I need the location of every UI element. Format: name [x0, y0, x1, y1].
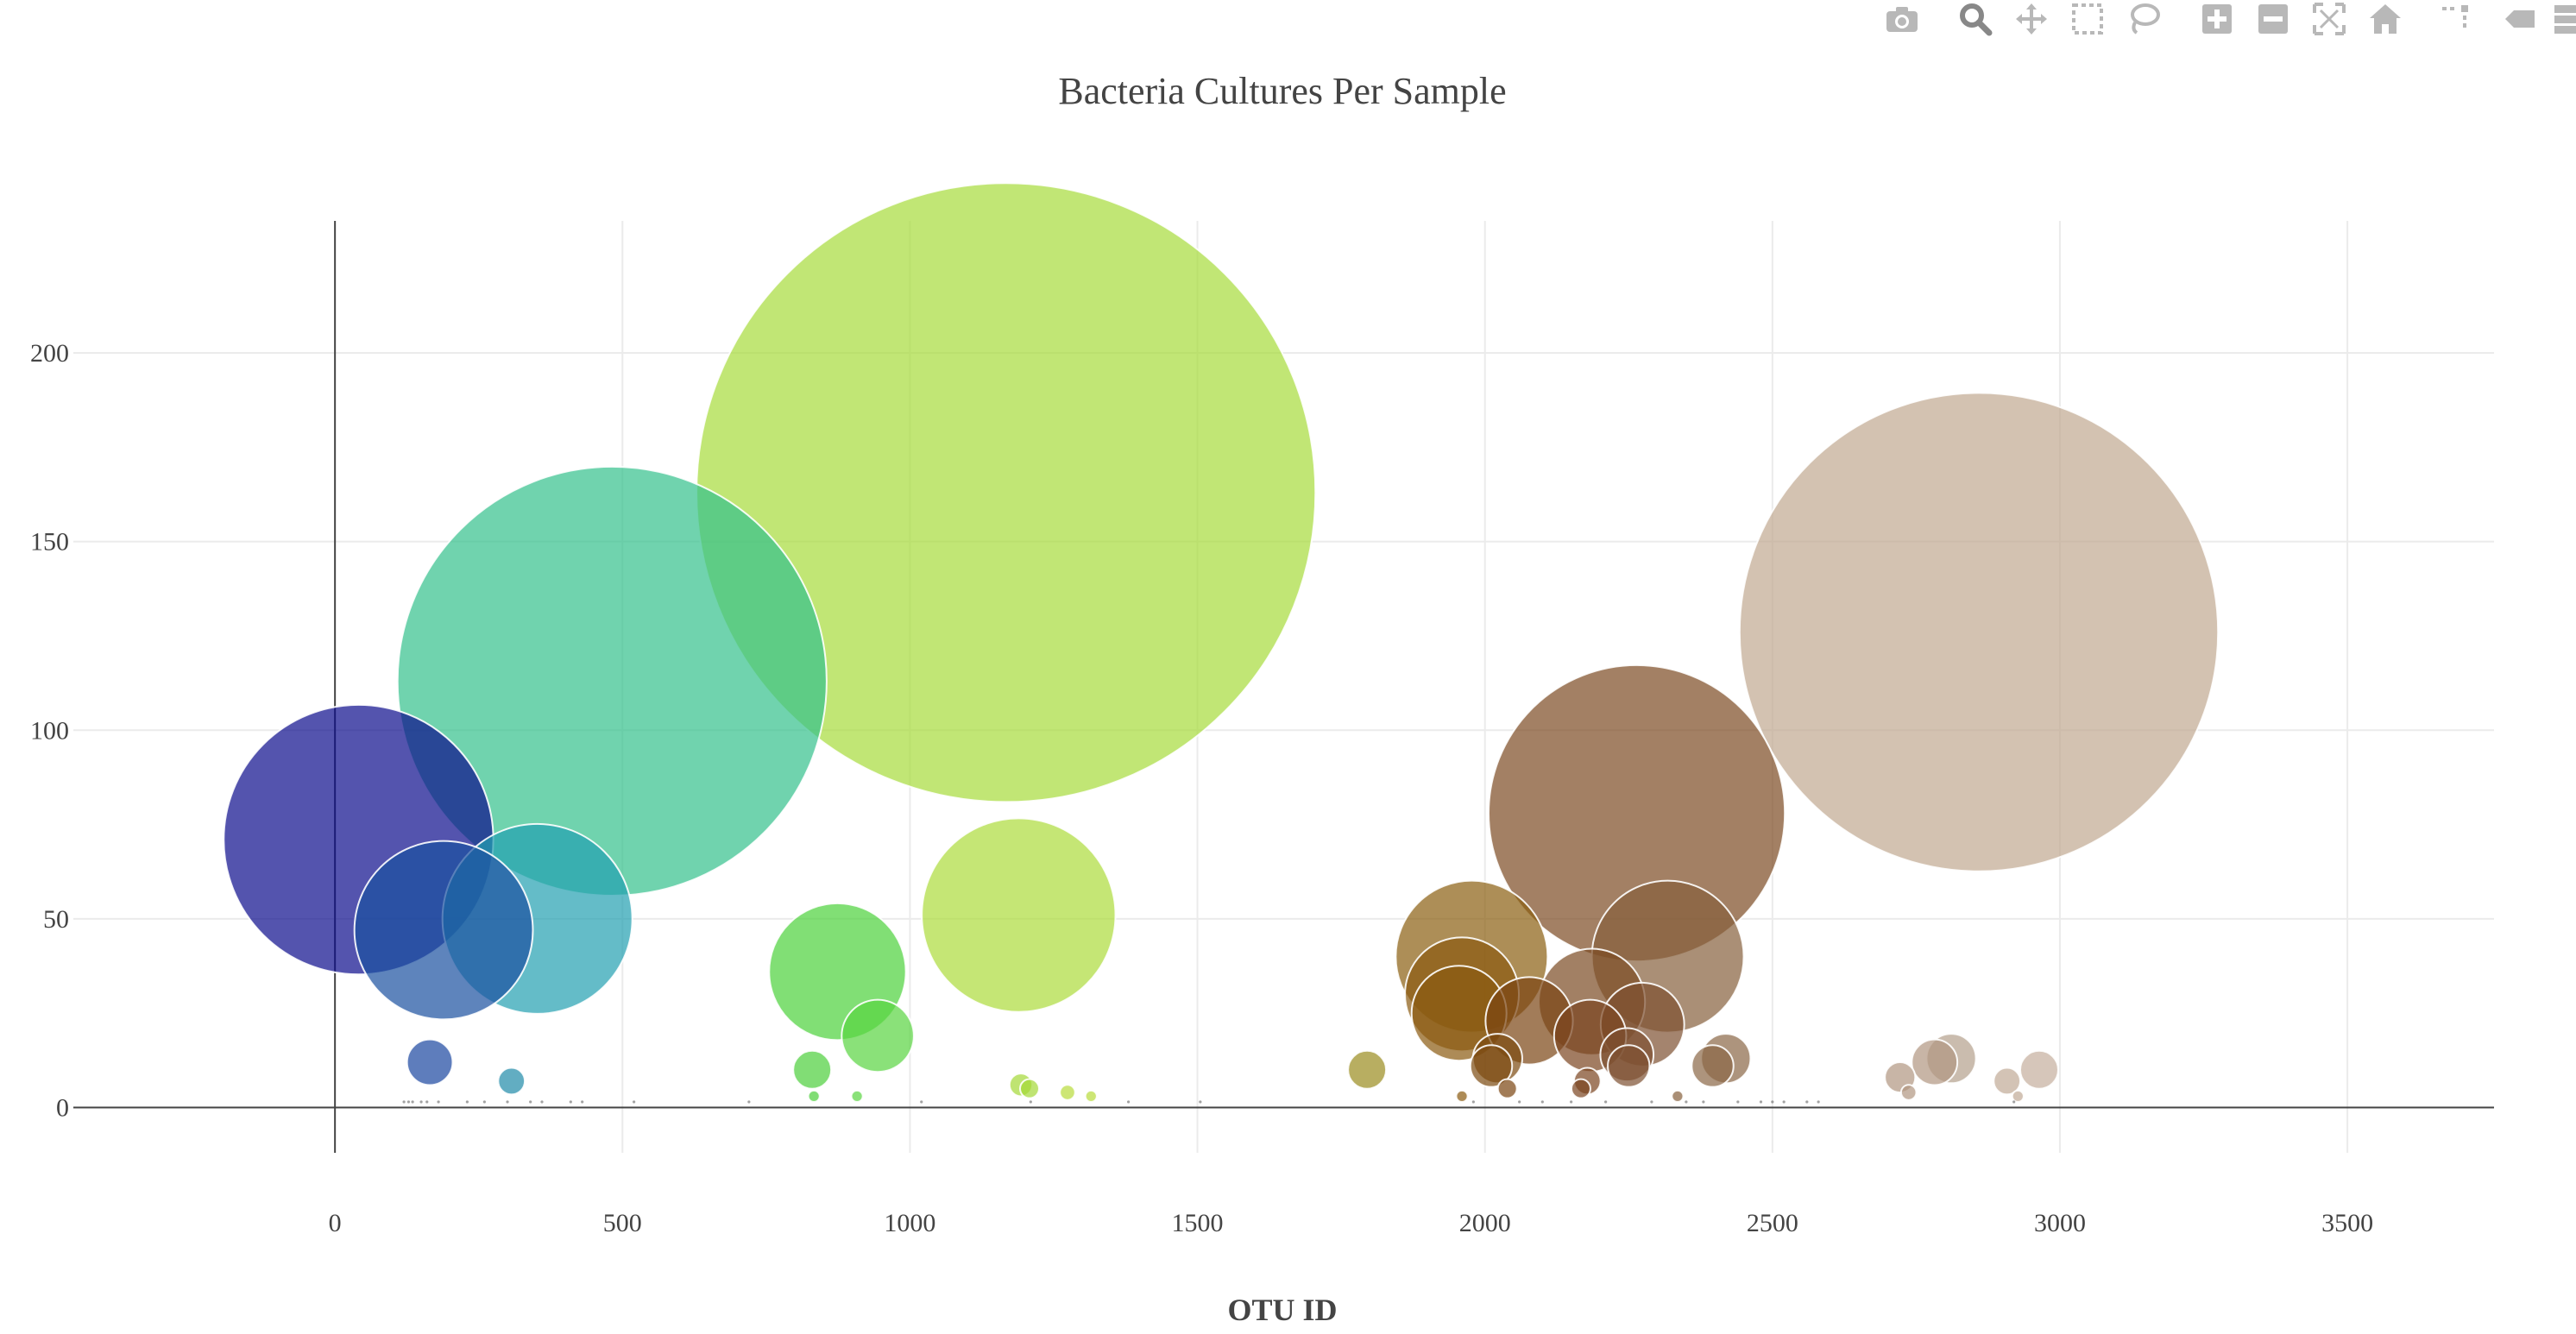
y-tick-label: 200: [30, 339, 69, 368]
baseline-dot: [1540, 1100, 1544, 1104]
baseline-dot: [540, 1100, 544, 1104]
baseline-dot: [406, 1100, 411, 1104]
bubble-point[interactable]: [1607, 1044, 1651, 1088]
baseline-dot: [1570, 1100, 1573, 1104]
baseline-dot: [1702, 1100, 1705, 1104]
baseline-dot: [1685, 1100, 1688, 1104]
baseline-dot: [747, 1100, 751, 1104]
bubble-point[interactable]: [1084, 1089, 1098, 1104]
zoom-out-icon[interactable]: [2252, 0, 2294, 38]
bubble-point[interactable]: [406, 1038, 454, 1086]
y-tick-label: 0: [56, 1094, 69, 1123]
bubble-point[interactable]: [2019, 1049, 2059, 1090]
y-tick-label: 150: [30, 528, 69, 557]
bubble-point[interactable]: [1899, 1084, 1918, 1101]
reset-axes-icon[interactable]: [2365, 0, 2406, 38]
bubble-point[interactable]: [792, 1049, 833, 1090]
baseline-dot: [506, 1100, 509, 1104]
x-tick-label: 2000: [1459, 1209, 1511, 1237]
x-tick-label: 0: [329, 1209, 342, 1237]
baseline-dot: [569, 1100, 572, 1104]
bubble-point[interactable]: [1911, 1038, 1959, 1086]
bubble-point[interactable]: [353, 840, 534, 1021]
baseline-dot: [1029, 1100, 1032, 1104]
bubble-point[interactable]: [921, 817, 1117, 1013]
bubble-point[interactable]: [807, 1089, 821, 1104]
baseline-dot: [402, 1100, 406, 1104]
spike-lines-icon[interactable]: [2434, 0, 2475, 38]
bubble-point[interactable]: [1059, 1084, 1076, 1101]
zoom-icon[interactable]: [1955, 0, 1996, 38]
x-tick-label: 1000: [884, 1209, 935, 1237]
baseline-dot: [1736, 1100, 1740, 1104]
baseline-dot: [633, 1100, 636, 1104]
bubble-point[interactable]: [841, 998, 915, 1073]
camera-icon[interactable]: [1881, 0, 1923, 38]
bubble-point[interactable]: [1691, 1044, 1735, 1088]
x-axis-title: OTU ID: [1227, 1293, 1337, 1327]
baseline-dot: [1604, 1100, 1608, 1104]
bubble-point[interactable]: [497, 1067, 526, 1096]
chart-title: Bacteria Cultures Per Sample: [1058, 70, 1506, 112]
bubble-series[interactable]: [223, 182, 2220, 1104]
bubble-point[interactable]: [1469, 1044, 1514, 1088]
baseline-dot: [1805, 1100, 1809, 1104]
baseline-dot: [1471, 1100, 1475, 1104]
tick-labels: 0 500 1000 1500 2000 2500 3000 3500 0 50 100 150 200: [30, 339, 2373, 1237]
baseline-dot: [1771, 1100, 1774, 1104]
x-tick-label: 3500: [2321, 1209, 2373, 1237]
baseline-dot: [581, 1100, 584, 1104]
x-tick-label: 3000: [2034, 1209, 2086, 1237]
baseline-dot: [920, 1100, 923, 1104]
baseline-dot: [411, 1100, 414, 1104]
zoom-in-icon[interactable]: [2196, 0, 2238, 38]
bubble-point[interactable]: [1347, 1049, 1388, 1090]
baseline-dot: [1127, 1100, 1131, 1104]
baseline-dot: [1759, 1100, 1763, 1104]
x-tick-label: 500: [603, 1209, 642, 1237]
y-tick-label: 50: [43, 905, 69, 934]
bubble-point[interactable]: [1738, 392, 2220, 872]
baseline-dot: [2012, 1100, 2016, 1104]
baseline-dot: [1518, 1100, 1521, 1104]
baseline-dot: [1817, 1100, 1820, 1104]
bubble-point[interactable]: [1993, 1067, 2022, 1096]
bubble-point[interactable]: [2011, 1089, 2025, 1104]
baseline-dot: [465, 1100, 469, 1104]
baseline-dot: [1199, 1100, 1202, 1104]
baseline-dot: [482, 1100, 486, 1104]
hover-closest-icon[interactable]: [2498, 0, 2540, 38]
bubble-point[interactable]: [1455, 1089, 1469, 1104]
y-tick-label: 100: [30, 716, 69, 745]
axes: [73, 221, 2494, 1153]
baseline-dot: [419, 1100, 423, 1104]
box-select-icon[interactable]: [2067, 0, 2108, 38]
bubble-point[interactable]: [850, 1089, 864, 1104]
baseline-dot: [425, 1100, 429, 1104]
autoscale-icon[interactable]: [2308, 0, 2350, 38]
bubble-point[interactable]: [1496, 1078, 1518, 1099]
hover-compare-icon[interactable]: [2546, 0, 2576, 38]
baseline-dot: [529, 1100, 532, 1104]
bubble-point[interactable]: [1019, 1078, 1041, 1099]
pan-icon[interactable]: [2011, 0, 2052, 38]
bubble-point[interactable]: [1671, 1089, 1685, 1104]
x-tick-label: 2500: [1747, 1209, 1798, 1237]
lasso-select-icon[interactable]: [2123, 0, 2164, 38]
x-tick-label: 1500: [1172, 1209, 1224, 1237]
baseline-dot: [1782, 1100, 1786, 1104]
bubble-point[interactable]: [1570, 1078, 1591, 1099]
baseline-dot: [437, 1100, 440, 1104]
baseline-dot: [1650, 1100, 1653, 1104]
